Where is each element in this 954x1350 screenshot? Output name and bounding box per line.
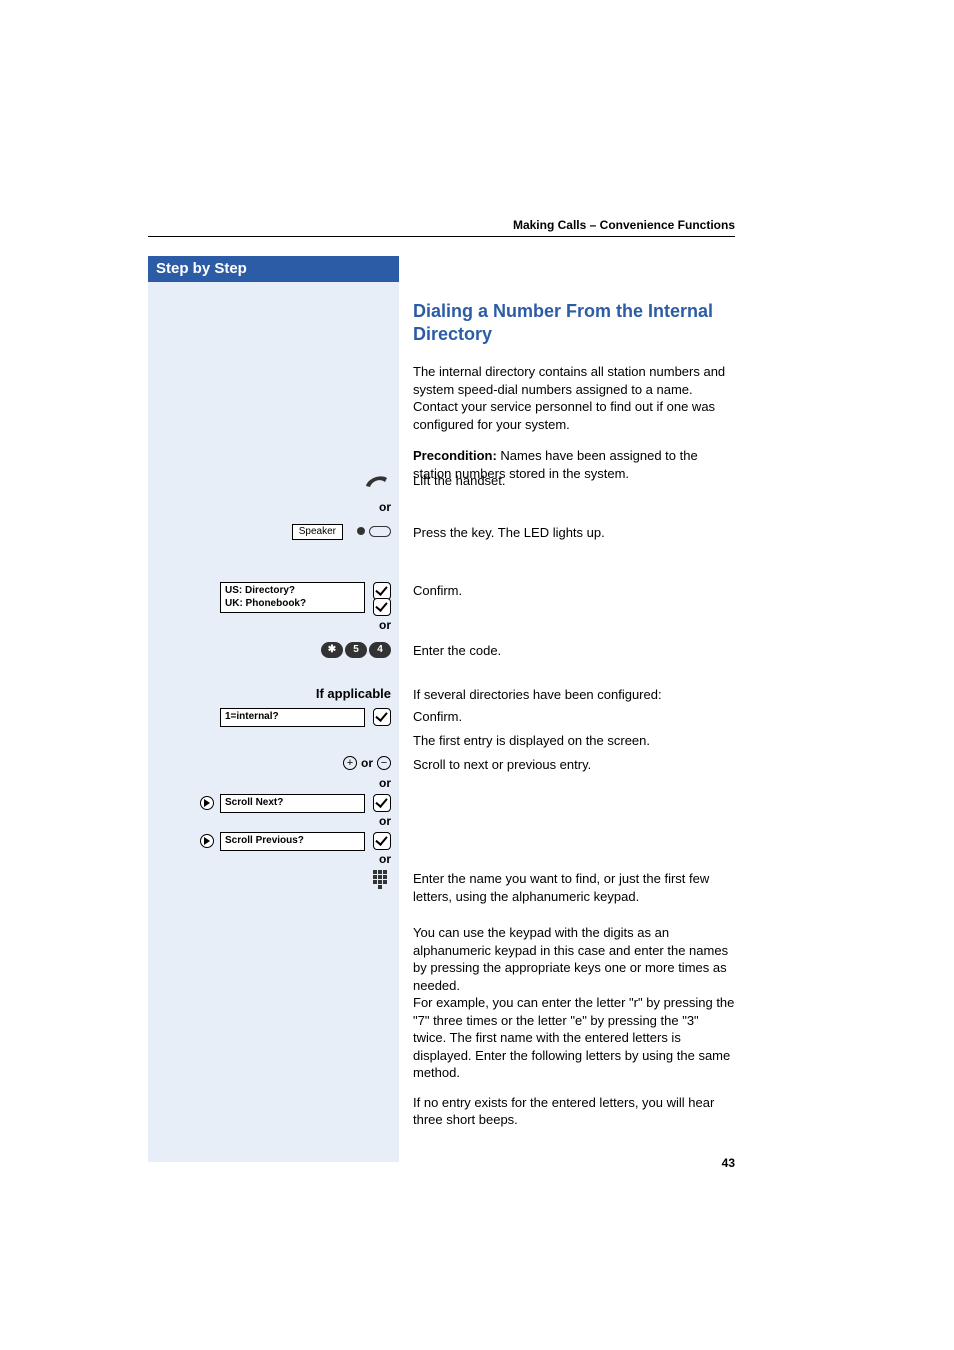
display-scroll-next: Scroll Next? bbox=[220, 794, 365, 813]
keypad-icon bbox=[373, 870, 391, 890]
display-internal: 1=internal? bbox=[220, 708, 365, 727]
precondition-label: Precondition: bbox=[413, 448, 497, 463]
speaker-key-label[interactable]: Speaker bbox=[292, 524, 343, 540]
plus-minus-icons[interactable]: + or − bbox=[343, 756, 391, 770]
step-scroll: Scroll to next or previous entry. bbox=[399, 756, 735, 774]
step-enter-name: Enter the name you want to find, or just… bbox=[399, 870, 735, 905]
code-key-star[interactable]: ✱ bbox=[321, 642, 343, 658]
led-dot-icon bbox=[357, 527, 365, 535]
if-applicable-label: If applicable bbox=[316, 686, 391, 701]
step-keypad-para: You can use the keypad with the digits a… bbox=[399, 924, 735, 1082]
content-column: Dialing a Number From the Internal Direc… bbox=[413, 300, 735, 496]
step-lift-handset: Lift the handset. bbox=[399, 472, 735, 490]
scroll-next-label: Scroll Next? bbox=[225, 797, 360, 810]
step-if-several: If several directories have been configu… bbox=[399, 686, 735, 704]
arrow-right-icon bbox=[200, 796, 214, 810]
or-label-5: or bbox=[379, 852, 391, 866]
section-title: Dialing a Number From the Internal Direc… bbox=[413, 300, 735, 345]
arrow-right-icon-2 bbox=[200, 834, 214, 848]
display-scroll-previous: Scroll Previous? bbox=[220, 832, 365, 851]
led-oval-icon bbox=[369, 526, 391, 537]
handset-icon bbox=[363, 472, 389, 495]
step-confirm-2: Confirm. bbox=[399, 708, 735, 726]
code-keys[interactable]: ✱ 5 4 bbox=[321, 642, 391, 658]
steps-area: Lift the handset. or Speaker Press the k… bbox=[148, 472, 735, 1129]
minus-icon[interactable]: − bbox=[377, 756, 391, 770]
page: Making Calls – Convenience Functions Ste… bbox=[0, 0, 954, 1350]
scroll-previous-label: Scroll Previous? bbox=[225, 835, 360, 848]
code-key-4[interactable]: 4 bbox=[369, 642, 391, 658]
us-directory-label: US: Directory? bbox=[225, 585, 360, 598]
confirm-check-icon-2[interactable] bbox=[373, 598, 391, 616]
or-label: or bbox=[379, 500, 391, 514]
or-label-3: or bbox=[379, 776, 391, 790]
uk-phonebook-label: UK: Phonebook? bbox=[225, 598, 360, 611]
or-label-pm: or bbox=[361, 756, 373, 770]
display-directory: US: Directory? UK: Phonebook? bbox=[220, 582, 365, 613]
step-first-entry: The first entry is displayed on the scre… bbox=[399, 732, 735, 750]
confirm-check-icon-4[interactable] bbox=[373, 794, 391, 812]
or-label-2: or bbox=[379, 618, 391, 632]
header-rule bbox=[148, 236, 735, 237]
step-enter-code: Enter the code. bbox=[399, 642, 735, 660]
step-press-key: Press the key. The LED lights up. bbox=[399, 524, 735, 542]
step-confirm-1: Confirm. bbox=[399, 582, 735, 600]
step-no-entry: If no entry exists for the entered lette… bbox=[399, 1094, 735, 1129]
plus-icon[interactable]: + bbox=[343, 756, 357, 770]
sidebar-title: Step by Step bbox=[148, 256, 399, 282]
confirm-check-icon-5[interactable] bbox=[373, 832, 391, 850]
code-key-5[interactable]: 5 bbox=[345, 642, 367, 658]
confirm-check-icon-3[interactable] bbox=[373, 708, 391, 726]
intro-paragraph: The internal directory contains all stat… bbox=[413, 363, 735, 433]
header-breadcrumb: Making Calls – Convenience Functions bbox=[513, 218, 735, 232]
page-number: 43 bbox=[722, 1156, 735, 1170]
internal-label: 1=internal? bbox=[225, 711, 360, 724]
or-label-4: or bbox=[379, 814, 391, 828]
